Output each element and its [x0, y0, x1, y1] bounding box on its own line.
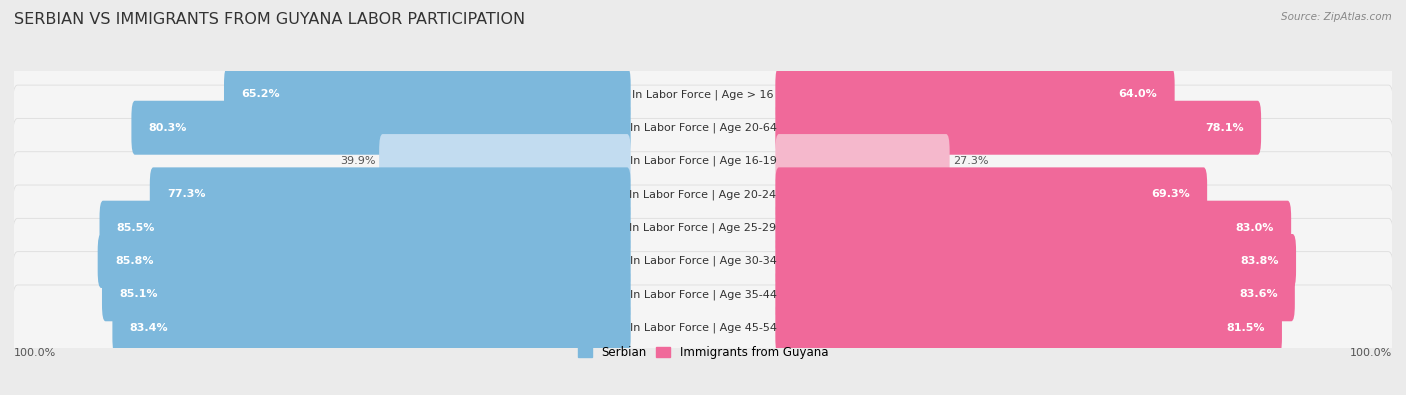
FancyBboxPatch shape	[97, 234, 631, 288]
Text: 83.0%: 83.0%	[1236, 223, 1274, 233]
FancyBboxPatch shape	[112, 301, 631, 355]
Text: 39.9%: 39.9%	[340, 156, 375, 166]
FancyBboxPatch shape	[775, 301, 1282, 355]
FancyBboxPatch shape	[775, 167, 1208, 221]
Text: 77.3%: 77.3%	[167, 189, 205, 199]
FancyBboxPatch shape	[150, 167, 631, 221]
FancyBboxPatch shape	[775, 134, 949, 188]
Text: In Labor Force | Age 16-19: In Labor Force | Age 16-19	[630, 156, 776, 166]
FancyBboxPatch shape	[775, 201, 1291, 255]
FancyBboxPatch shape	[100, 201, 631, 255]
Text: 69.3%: 69.3%	[1152, 189, 1189, 199]
Text: 100.0%: 100.0%	[1350, 348, 1392, 357]
Text: SERBIAN VS IMMIGRANTS FROM GUYANA LABOR PARTICIPATION: SERBIAN VS IMMIGRANTS FROM GUYANA LABOR …	[14, 12, 526, 27]
Text: In Labor Force | Age > 16: In Labor Force | Age > 16	[633, 89, 773, 100]
FancyBboxPatch shape	[13, 85, 1393, 170]
Text: 78.1%: 78.1%	[1205, 123, 1244, 133]
Text: 83.4%: 83.4%	[129, 323, 169, 333]
Text: 83.6%: 83.6%	[1239, 289, 1278, 299]
Text: 85.5%: 85.5%	[117, 223, 155, 233]
FancyBboxPatch shape	[13, 252, 1393, 337]
FancyBboxPatch shape	[13, 185, 1393, 270]
Text: 80.3%: 80.3%	[149, 123, 187, 133]
FancyBboxPatch shape	[13, 218, 1393, 304]
Text: Source: ZipAtlas.com: Source: ZipAtlas.com	[1281, 12, 1392, 22]
Text: 85.1%: 85.1%	[120, 289, 157, 299]
Text: 64.0%: 64.0%	[1119, 89, 1157, 100]
Text: 27.3%: 27.3%	[953, 156, 988, 166]
FancyBboxPatch shape	[380, 134, 631, 188]
Text: In Labor Force | Age 35-44: In Labor Force | Age 35-44	[630, 289, 776, 299]
FancyBboxPatch shape	[775, 234, 1296, 288]
FancyBboxPatch shape	[775, 267, 1295, 321]
Text: 65.2%: 65.2%	[242, 89, 280, 100]
FancyBboxPatch shape	[13, 285, 1393, 370]
Text: In Labor Force | Age 30-34: In Labor Force | Age 30-34	[630, 256, 776, 266]
FancyBboxPatch shape	[224, 68, 631, 121]
Text: In Labor Force | Age 20-64: In Labor Force | Age 20-64	[630, 122, 776, 133]
Text: In Labor Force | Age 45-54: In Labor Force | Age 45-54	[630, 322, 776, 333]
FancyBboxPatch shape	[13, 118, 1393, 204]
Text: In Labor Force | Age 25-29: In Labor Force | Age 25-29	[630, 222, 776, 233]
Text: 81.5%: 81.5%	[1226, 323, 1265, 333]
Legend: Serbian, Immigrants from Guyana: Serbian, Immigrants from Guyana	[574, 341, 832, 364]
FancyBboxPatch shape	[775, 68, 1174, 121]
FancyBboxPatch shape	[13, 152, 1393, 237]
FancyBboxPatch shape	[13, 52, 1393, 137]
Text: 100.0%: 100.0%	[14, 348, 56, 357]
FancyBboxPatch shape	[103, 267, 631, 321]
Text: 85.8%: 85.8%	[115, 256, 153, 266]
Text: In Labor Force | Age 20-24: In Labor Force | Age 20-24	[630, 189, 776, 199]
FancyBboxPatch shape	[131, 101, 631, 155]
FancyBboxPatch shape	[775, 101, 1261, 155]
Text: 83.8%: 83.8%	[1240, 256, 1279, 266]
